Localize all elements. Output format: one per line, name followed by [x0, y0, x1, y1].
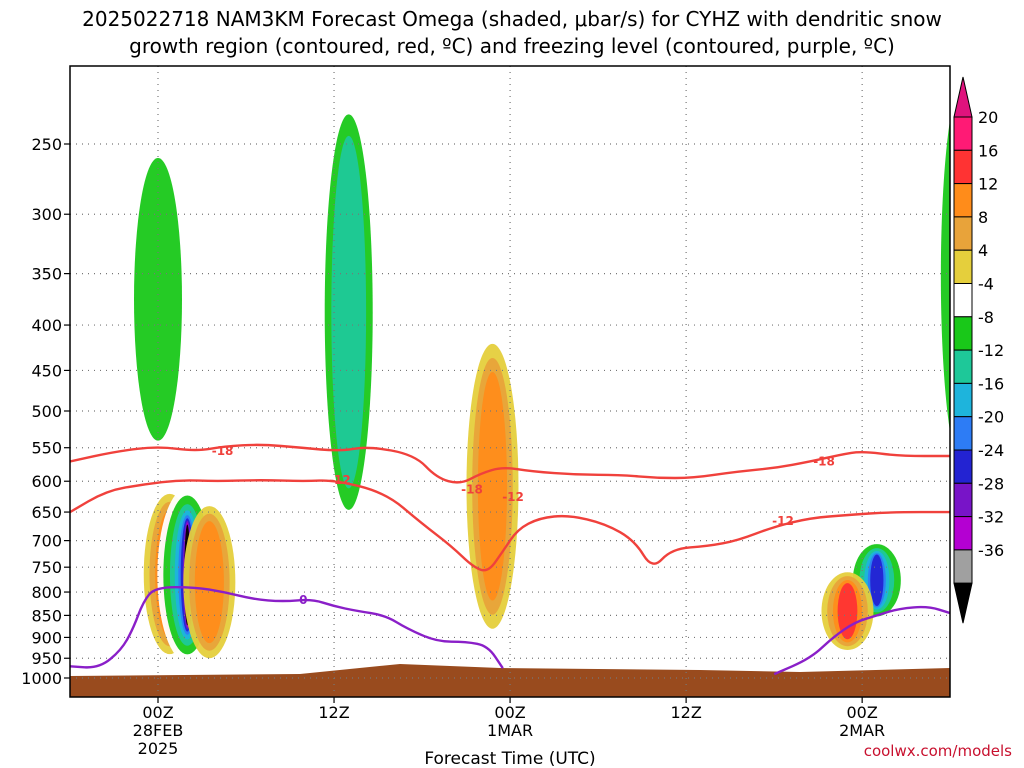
y-tick-label-250: 250 [31, 135, 62, 154]
colorbar-label-8: -16 [978, 374, 1004, 393]
colorbar-swatch-11 [953, 482, 973, 518]
colorbar-label-5: -4 [978, 275, 994, 294]
colorbar-label-4: 4 [978, 241, 988, 260]
y-tick-label-750: 750 [31, 558, 62, 577]
colorbar-swatch-0 [953, 116, 973, 151]
y-tick-label-700: 700 [31, 532, 62, 551]
colorbar-label-3: 8 [978, 208, 988, 227]
colorbar-swatch-4 [953, 249, 973, 284]
contour-label-1-1: -12 [502, 490, 524, 504]
contour-label-0-0: -18 [212, 444, 234, 458]
chart-title-line-2: growth region (contoured, red, ºC) and f… [129, 34, 895, 58]
x-tick-label-3: 12Z [670, 703, 701, 722]
contour-line-1 [70, 479, 950, 572]
y-tick-label-800: 800 [31, 583, 62, 602]
chart-title-line-1: 2025022718 NAM3KM Forecast Omega (shaded… [82, 7, 942, 31]
colorbar-label-6: -8 [978, 308, 994, 327]
omega-cell-2-level-2 [194, 521, 224, 644]
colorbar-swatch-12 [953, 516, 973, 551]
y-tick-label-500: 500 [31, 402, 62, 421]
colorbar: 20 16 12 8 4 -4 -8 -12 -16 -20 -24 -28 -32 -36 [953, 76, 1004, 624]
colorbar-bottom-arrow [953, 582, 973, 624]
y-tick-label-450: 450 [31, 361, 62, 380]
colorbar-swatch-2 [953, 183, 973, 218]
contour-label-0-1: -18 [461, 482, 483, 496]
colorbar-label-10: -24 [978, 441, 1004, 460]
x-tick-label-4: 00Z [846, 703, 877, 722]
x-axis-label: Forecast Time (UTC) [424, 749, 595, 768]
colorbar-swatch-6 [953, 316, 973, 351]
colorbar-swatch-13 [953, 549, 973, 584]
x-tick-year-0: 2025 [138, 739, 179, 758]
colorbar-swatch-3 [953, 216, 973, 251]
colorbar-top-arrow [953, 76, 973, 118]
x-tick-label-1: 12Z [318, 703, 349, 722]
colorbar-swatch-1 [953, 149, 973, 185]
contour-label-2-0: 0 [299, 593, 307, 607]
colorbar-label-7: -12 [978, 341, 1004, 360]
x-tick-sublabel-2: 1MAR [487, 721, 533, 740]
x-tick-sublabel-0: 28FEB [133, 721, 184, 740]
omega-shading [128, 86, 950, 663]
contour-label-0-2: -18 [813, 454, 835, 468]
contour-line-2 [70, 585, 504, 669]
y-axis-ticks: 250 300 350 400 450 500 550 600 650 700 750 800 850 9… [21, 135, 70, 688]
colorbar-swatch-9 [953, 416, 973, 451]
colorbar-label-1: 16 [978, 141, 998, 160]
contour-label-1-0: -12 [329, 473, 351, 487]
y-tick-label-1000: 1000 [21, 669, 62, 688]
terrain-fill [70, 664, 950, 697]
y-tick-label-900: 900 [31, 628, 62, 647]
x-tick-label-2: 00Z [494, 703, 525, 722]
y-tick-label-550: 550 [31, 439, 62, 458]
colorbar-swatch-7 [953, 349, 973, 384]
x-tick-sublabel-4: 2MAR [839, 721, 885, 740]
contour-line-0 [70, 443, 950, 484]
plot-area: -18 -18 -18 -12 -12 -12 0 [70, 66, 950, 697]
colorbar-label-2: 12 [978, 175, 998, 194]
omega-cell-7-level-2 [331, 135, 367, 489]
contour-lines: -18 -18 -18 -12 -12 -12 0 [70, 443, 950, 676]
omega-cell-4-level-5 [870, 554, 884, 606]
x-tick-label-0: 00Z [142, 703, 173, 722]
y-tick-label-350: 350 [31, 265, 62, 284]
colorbar-label-0: 20 [978, 108, 998, 127]
credit-text: coolwx.com/models [864, 742, 1012, 760]
contour-label-1-2: -12 [772, 514, 794, 528]
omega-cell-3-level-2 [477, 372, 508, 601]
colorbar-label-13: -36 [978, 541, 1004, 560]
omega-cell-8-level-1 [940, 120, 950, 432]
colorbar-label-12: -32 [978, 508, 1004, 527]
colorbar-swatch-8 [953, 382, 973, 418]
colorbar-swatch-10 [953, 449, 973, 484]
y-tick-label-950: 950 [31, 649, 62, 668]
terrain-ground [70, 664, 950, 697]
omega-cell-6-level-1 [134, 157, 182, 441]
y-tick-label-300: 300 [31, 205, 62, 224]
y-tick-label-850: 850 [31, 606, 62, 625]
colorbar-label-9: -20 [978, 408, 1004, 427]
y-tick-label-400: 400 [31, 316, 62, 335]
colorbar-swatch-5 [953, 283, 973, 318]
y-tick-label-600: 600 [31, 472, 62, 491]
y-tick-label-650: 650 [31, 503, 62, 522]
colorbar-label-11: -28 [978, 474, 1004, 493]
contour-line-3 [773, 605, 950, 676]
